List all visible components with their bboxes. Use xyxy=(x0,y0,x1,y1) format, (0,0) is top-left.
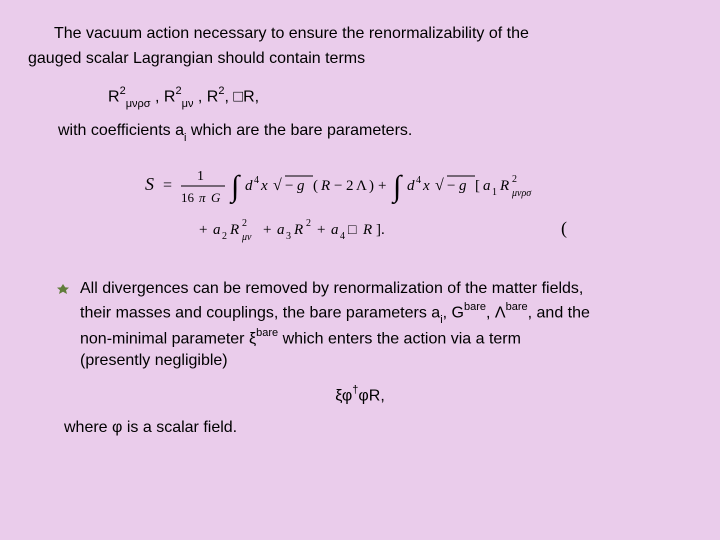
term-R3: R xyxy=(207,88,219,105)
b-l2b: , G xyxy=(443,304,464,321)
svg-text:+: + xyxy=(263,222,271,238)
svg-text:+: + xyxy=(199,222,207,238)
svg-text:R: R xyxy=(362,222,372,238)
sup-2-b: 2 xyxy=(175,85,181,97)
b-l3a: non-minimal parameter ξ xyxy=(80,330,256,347)
svg-text:2: 2 xyxy=(512,174,517,185)
svg-text:√: √ xyxy=(273,177,282,194)
svg-text:G: G xyxy=(211,190,221,205)
svg-text:π: π xyxy=(199,190,206,205)
svg-text:a: a xyxy=(277,222,285,238)
b-l1: All divergences can be removed by renorm… xyxy=(80,280,583,297)
svg-text:a: a xyxy=(213,222,221,238)
intro-line-1: The vacuum action necessary to ensure th… xyxy=(28,22,692,47)
svg-text:=: = xyxy=(163,177,172,194)
svg-text:a: a xyxy=(331,222,339,238)
svg-text:d: d xyxy=(245,178,253,194)
svg-text:g: g xyxy=(459,178,467,194)
b-l4: (presently negligible) xyxy=(80,352,228,369)
svg-text:−: − xyxy=(447,178,455,194)
svg-text:): ) xyxy=(369,178,374,194)
b-bare1: bare xyxy=(464,301,486,313)
svg-text:(: ( xyxy=(561,218,567,239)
b-l3b: which enters the action via a term xyxy=(278,330,521,347)
svg-text:∫: ∫ xyxy=(229,170,241,205)
b-l2c: , Λ xyxy=(486,304,506,321)
svg-text:1: 1 xyxy=(492,187,497,198)
slide: The vacuum action necessary to ensure th… xyxy=(0,0,720,540)
sub-munu: μν xyxy=(182,98,194,110)
comma1: , xyxy=(224,88,228,105)
svg-text:R: R xyxy=(320,178,330,194)
term-R4: R xyxy=(243,88,255,105)
b-l2d: , and the xyxy=(528,304,590,321)
svg-text:μν: μν xyxy=(241,232,252,243)
svg-text:a: a xyxy=(483,178,491,194)
svg-text:1: 1 xyxy=(197,169,204,184)
action-equation: S = 1 16 π G ∫ d 4 x √ − g ( R xyxy=(28,160,692,260)
svg-text:16: 16 xyxy=(181,190,195,205)
svg-text:x: x xyxy=(422,178,430,194)
svg-text:−: − xyxy=(334,178,342,194)
svg-text:2: 2 xyxy=(242,218,247,229)
xi-phi: ξφ xyxy=(335,387,352,404)
comma2: , xyxy=(255,88,259,105)
svg-text:].: ]. xyxy=(376,222,385,238)
term-R1: R xyxy=(108,88,120,105)
svg-text:R: R xyxy=(229,222,239,238)
where-b: is a scalar field. xyxy=(122,419,237,436)
term-R2: R xyxy=(164,88,176,105)
b-l2a: their masses and couplings, the bare par… xyxy=(80,304,440,321)
svg-text:+: + xyxy=(317,222,325,238)
svg-text:□: □ xyxy=(348,223,357,238)
svg-text:−: − xyxy=(285,178,293,194)
svg-text:Λ: Λ xyxy=(356,178,367,194)
where-line: where φ is a scalar field. xyxy=(64,419,692,437)
sub-munurhosigma: μνρσ xyxy=(126,98,151,110)
svg-text:[: [ xyxy=(475,178,480,194)
svg-text:4: 4 xyxy=(416,175,421,186)
svg-text:d: d xyxy=(407,178,415,194)
sup-2-a: 2 xyxy=(120,85,126,97)
svg-text:R: R xyxy=(499,178,509,194)
svg-text:2: 2 xyxy=(222,231,227,242)
svg-text:R: R xyxy=(293,222,303,238)
b-bare2: bare xyxy=(506,301,528,313)
vacuum-terms: R2μνρσ , R2μν , R2, □R, xyxy=(108,86,692,109)
svg-text:4: 4 xyxy=(340,231,345,242)
svg-text:2: 2 xyxy=(306,218,311,229)
b-l2-i: i xyxy=(440,314,442,326)
svg-text:∫: ∫ xyxy=(391,170,403,205)
phi-R: φR, xyxy=(358,387,384,404)
coefficients-line: with coefficients ai which are the bare … xyxy=(58,122,692,142)
bullet-text: All divergences can be removed by renorm… xyxy=(80,278,692,372)
bullet-icon xyxy=(56,282,70,296)
svg-text:x: x xyxy=(260,178,268,194)
svg-text:2: 2 xyxy=(346,178,354,194)
svg-text:μνρσ: μνρσ xyxy=(511,188,532,199)
svg-text:3: 3 xyxy=(286,231,291,242)
b-bare3: bare xyxy=(256,327,278,339)
svg-text:g: g xyxy=(297,178,305,194)
where-phi: φ xyxy=(112,419,122,436)
intro-line-2: gauged scalar Lagrangian should contain … xyxy=(28,47,692,72)
svg-text:4: 4 xyxy=(254,175,259,186)
sup-2-c: 2 xyxy=(218,85,224,97)
box-op: □ xyxy=(233,88,243,105)
svg-text:S: S xyxy=(145,174,154,194)
dagger: † xyxy=(352,384,358,396)
svg-text:+: + xyxy=(378,178,386,194)
coeff-pre: with coefficients a xyxy=(58,122,184,139)
svg-text:(: ( xyxy=(313,178,318,194)
xi-term: ξφ†φR, xyxy=(28,385,692,405)
sep1: , xyxy=(151,88,164,105)
bullet-item: All divergences can be removed by renorm… xyxy=(56,278,692,372)
svg-text:√: √ xyxy=(435,177,444,194)
coeff-post: which are the bare parameters. xyxy=(186,122,412,139)
where-a: where xyxy=(64,419,112,436)
sep2: , xyxy=(193,88,206,105)
